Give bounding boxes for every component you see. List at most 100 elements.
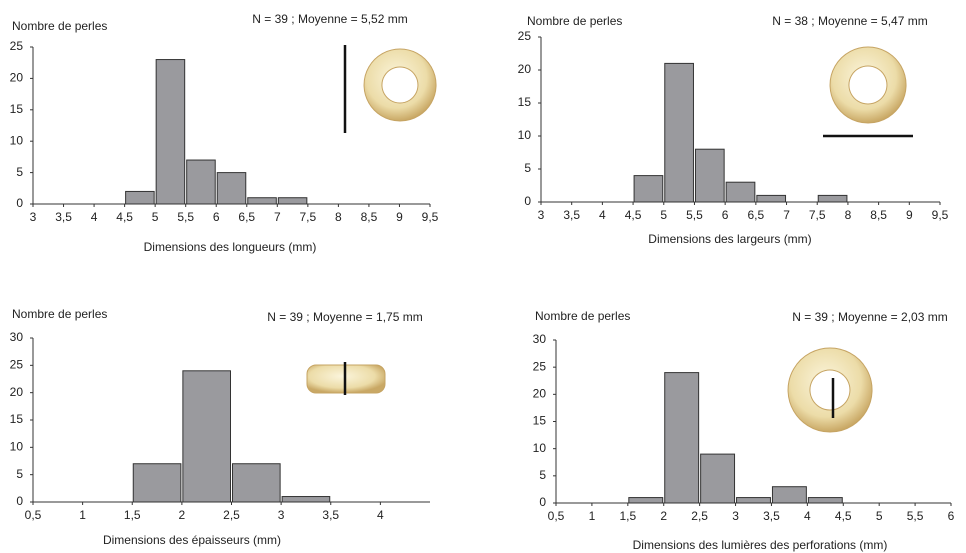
bar [247, 197, 277, 205]
x-tick-label: 3,5 [55, 210, 72, 224]
x-tick-label: 3,5 [322, 508, 339, 522]
y-tick-label: 10 [10, 133, 24, 147]
x-tick-label: 5,5 [907, 509, 924, 523]
bar [633, 175, 664, 203]
x-tick-label: 7,5 [809, 208, 826, 222]
x-tick-label: 7,5 [300, 210, 317, 224]
x-tick-label: 4 [91, 210, 98, 224]
x-tick-label: 8,5 [361, 210, 378, 224]
y-axis-title: Nombre de perles [12, 307, 107, 321]
x-tick-label: 1 [589, 509, 596, 523]
x-tick-label: 1,5 [124, 508, 141, 522]
x-tick-label: 8 [845, 208, 852, 222]
x-tick-label: 6 [213, 210, 220, 224]
bar [216, 172, 247, 205]
x-tick-label: 3 [538, 208, 545, 222]
y-tick-label: 0 [16, 494, 23, 508]
bar [664, 62, 694, 203]
y-tick-label: 20 [10, 71, 24, 85]
bar [232, 463, 281, 503]
y-tick-label: 20 [518, 62, 532, 76]
y-tick-label: 20 [533, 387, 547, 401]
x-tick-label: 0,5 [25, 508, 42, 522]
x-tick-label: 2,5 [691, 509, 708, 523]
x-tick-label: 2,5 [223, 508, 240, 522]
y-tick-label: 30 [533, 332, 547, 346]
y-tick-label: 5 [539, 468, 546, 482]
x-tick-label: 0,5 [548, 509, 565, 523]
y-tick-label: 25 [10, 358, 24, 372]
x-tick-label: 3 [30, 210, 37, 224]
bar [182, 370, 231, 503]
x-tick-label: 6,5 [748, 208, 765, 222]
x-tick-label: 8,5 [870, 208, 887, 222]
bar [155, 59, 186, 205]
bar [664, 372, 700, 504]
y-tick-label: 15 [10, 412, 24, 426]
x-tick-label: 1 [79, 508, 86, 522]
x-axis-title: Dimensions des longueurs (mm) [144, 240, 317, 254]
y-tick-label: 5 [16, 467, 23, 481]
x-tick-label: 5 [152, 210, 159, 224]
x-axis-title: Dimensions des largeurs (mm) [648, 232, 811, 246]
x-tick-label: 7 [783, 208, 790, 222]
y-tick-label: 10 [10, 440, 24, 454]
bar [277, 197, 308, 205]
x-tick-label: 4 [804, 509, 811, 523]
bar [736, 497, 771, 504]
y-tick-label: 25 [10, 39, 24, 53]
x-tick-label: 3 [732, 509, 739, 523]
x-tick-label: 9 [906, 208, 913, 222]
x-axis-title: Dimensions des épaisseurs (mm) [103, 533, 281, 547]
x-tick-label: 3,5 [763, 509, 780, 523]
x-tick-label: 4,5 [625, 208, 642, 222]
bar [694, 148, 725, 203]
y-tick-label: 15 [518, 95, 532, 109]
annotation: N = 38 ; Moyenne = 5,47 mm [772, 14, 927, 28]
x-tick-label: 2 [179, 508, 186, 522]
x-tick-label: 8 [335, 210, 342, 224]
x-tick-label: 3 [278, 508, 285, 522]
x-tick-label: 4 [377, 508, 384, 522]
annotation: N = 39 ; Moyenne = 2,03 mm [792, 310, 947, 324]
y-tick-label: 5 [524, 161, 531, 175]
bar [807, 497, 843, 504]
bar [700, 453, 736, 504]
bar [771, 486, 807, 504]
x-tick-label: 1,5 [619, 509, 636, 523]
x-axis-title: Dimensions des lumières des perforations… [633, 538, 888, 552]
bead-photo [343, 45, 437, 133]
x-tick-label: 6 [948, 509, 955, 523]
bead-photo [823, 46, 913, 138]
annotation: N = 39 ; Moyenne = 5,52 mm [252, 12, 407, 26]
bar [281, 496, 331, 503]
annotation: N = 39 ; Moyenne = 1,75 mm [267, 310, 422, 324]
x-tick-label: 4 [599, 208, 606, 222]
y-axis-title: Nombre de perles [527, 14, 622, 28]
x-tick-label: 9 [396, 210, 403, 224]
y-tick-label: 10 [518, 128, 532, 142]
bar [125, 190, 155, 205]
x-tick-label: 5,5 [686, 208, 703, 222]
y-tick-label: 15 [10, 102, 24, 116]
bead-photo [787, 347, 873, 433]
bar [628, 497, 664, 504]
x-tick-label: 6,5 [238, 210, 255, 224]
y-axis-title: Nombre de perles [535, 309, 630, 323]
y-tick-label: 5 [16, 165, 23, 179]
y-tick-label: 0 [524, 194, 531, 208]
x-tick-label: 3,5 [563, 208, 580, 222]
y-tick-label: 25 [518, 29, 532, 43]
y-tick-label: 15 [533, 414, 547, 428]
bar [756, 194, 787, 203]
x-tick-label: 9,5 [932, 208, 949, 222]
y-tick-label: 10 [533, 441, 547, 455]
bead-photo [306, 362, 386, 395]
y-tick-label: 20 [10, 385, 24, 399]
x-tick-label: 4,5 [835, 509, 852, 523]
x-tick-label: 5 [876, 509, 883, 523]
bar [132, 463, 182, 503]
y-tick-label: 0 [16, 196, 23, 210]
y-tick-label: 25 [533, 359, 547, 373]
